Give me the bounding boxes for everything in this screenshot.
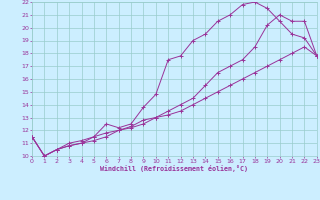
X-axis label: Windchill (Refroidissement éolien,°C): Windchill (Refroidissement éolien,°C) [100,165,248,172]
